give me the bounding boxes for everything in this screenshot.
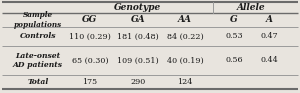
Text: Controls: Controls: [20, 32, 56, 40]
Text: 109 (0.51): 109 (0.51): [117, 57, 159, 65]
Text: 290: 290: [130, 78, 146, 86]
Text: G: G: [230, 16, 238, 24]
Text: GA: GA: [131, 16, 145, 24]
Text: AA: AA: [178, 16, 192, 24]
Text: 175: 175: [82, 78, 98, 86]
Text: Late-onset
AD patients: Late-onset AD patients: [13, 52, 63, 69]
Text: Total: Total: [27, 78, 49, 86]
Text: Allele: Allele: [237, 3, 266, 12]
Text: GG: GG: [82, 16, 98, 24]
Text: 0.53: 0.53: [225, 32, 243, 40]
Text: Sample
populations: Sample populations: [14, 11, 62, 29]
Text: 0.44: 0.44: [260, 57, 278, 65]
Text: 124: 124: [177, 78, 193, 86]
Text: 40 (0.19): 40 (0.19): [167, 57, 203, 65]
Text: A: A: [266, 16, 272, 24]
Text: 84 (0.22): 84 (0.22): [167, 32, 203, 40]
Text: 0.56: 0.56: [225, 57, 243, 65]
Text: 110 (0.29): 110 (0.29): [69, 32, 111, 40]
Text: Genotype: Genotype: [114, 3, 161, 12]
Text: 65 (0.30): 65 (0.30): [72, 57, 108, 65]
Text: 181 (0.48): 181 (0.48): [117, 32, 159, 40]
Text: 0.47: 0.47: [260, 32, 278, 40]
